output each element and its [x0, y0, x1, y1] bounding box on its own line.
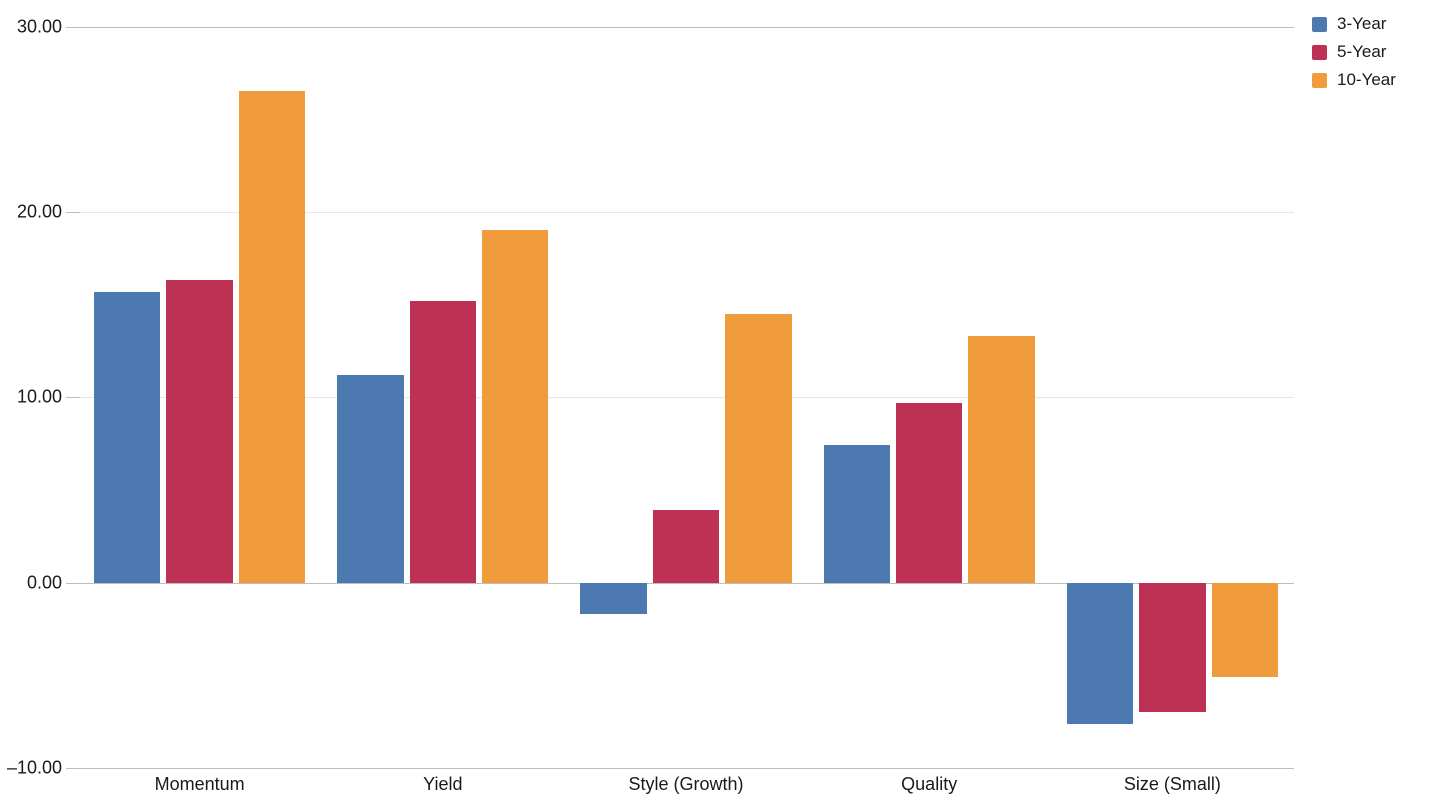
bar [824, 445, 890, 582]
bar [410, 301, 476, 583]
x-group-separator [568, 768, 803, 769]
bar [94, 292, 160, 583]
y-tick-label: 0.00 [0, 572, 62, 593]
bar [896, 403, 962, 583]
legend-item: 10-Year [1312, 66, 1396, 94]
y-tick-mark [66, 27, 80, 28]
x-group-separator [325, 768, 560, 769]
legend: 3-Year 5-Year 10-Year [1312, 10, 1396, 94]
legend-swatch [1312, 45, 1327, 60]
legend-label: 5-Year [1337, 42, 1386, 62]
bar [968, 336, 1034, 583]
y-tick-mark [66, 768, 80, 769]
bar [1139, 583, 1205, 713]
bar [166, 280, 232, 582]
bar [1067, 583, 1133, 724]
bar [725, 314, 791, 583]
y-tick-label: 20.00 [0, 201, 62, 222]
x-group-separator [812, 768, 1047, 769]
x-category-label: Style (Growth) [628, 774, 743, 795]
bar [239, 91, 305, 582]
y-tick-label: –10.00 [0, 758, 62, 779]
x-category-label: Quality [901, 774, 957, 795]
y-tick-mark [66, 212, 80, 213]
x-category-label: Yield [423, 774, 462, 795]
legend-swatch [1312, 73, 1327, 88]
legend-label: 10-Year [1337, 70, 1396, 90]
factor-returns-chart: –10.00 0.00 10.00 20.00 30.00 Momentum Yield S… [0, 0, 1430, 804]
bar [482, 230, 548, 582]
legend-item: 3-Year [1312, 10, 1396, 38]
bar [337, 375, 403, 583]
x-group-separator [1055, 768, 1290, 769]
y-tick-label: 30.00 [0, 16, 62, 37]
bar [653, 510, 719, 582]
x-category-label: Size (Small) [1124, 774, 1221, 795]
y-tick-label: 10.00 [0, 387, 62, 408]
y-tick-mark [66, 583, 80, 584]
y-tick-mark [66, 397, 80, 398]
legend-swatch [1312, 17, 1327, 32]
grid-line [78, 27, 1294, 28]
legend-item: 5-Year [1312, 38, 1396, 66]
bar [580, 583, 646, 615]
legend-label: 3-Year [1337, 14, 1386, 34]
x-group-separator [82, 768, 317, 769]
bar [1212, 583, 1278, 678]
x-category-label: Momentum [155, 774, 245, 795]
